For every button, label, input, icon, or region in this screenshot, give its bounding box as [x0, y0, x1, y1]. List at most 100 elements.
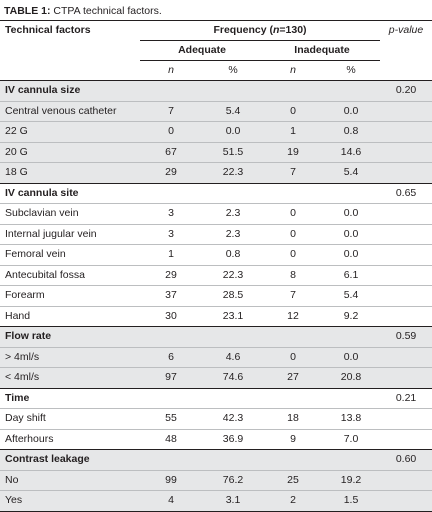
group-title: IV cannula size — [0, 80, 140, 102]
ctpa-technical-factors-table: Technical factors Frequency (n=130) p-va… — [0, 20, 432, 512]
inadequate-n-cell: 25 — [264, 470, 322, 491]
inadequate-n-cell: 19 — [264, 142, 322, 163]
caption-label: TABLE 1: — [4, 5, 51, 17]
adequate-n-cell: 97 — [140, 367, 202, 389]
adequate-pct-cell: 5.4 — [202, 101, 264, 122]
adequate-pct-cell: 4.6 — [202, 347, 264, 368]
table-caption: TABLE 1: CTPA technical factors. — [4, 4, 162, 18]
inadequate-pct-cell: 14.6 — [322, 142, 381, 163]
row-label: 18 G — [0, 162, 140, 184]
inadequate-n-cell: 8 — [264, 265, 322, 286]
group-header-row: IV cannula size 0.20 — [0, 80, 432, 102]
adequate-pct-cell: 36.9 — [202, 429, 264, 450]
inadequate-pct-cell: 0.0 — [322, 224, 381, 245]
adequate-n-cell: 48 — [140, 429, 202, 450]
row-label: Femoral vein — [0, 244, 140, 266]
adequate-n-cell: 6 — [140, 347, 202, 368]
table-row: Antecubital fossa 29 22.3 8 6.1 — [0, 265, 432, 286]
header-inadequate: Inadequate — [264, 40, 381, 61]
header-frequency: Frequency (n=130) — [140, 20, 381, 41]
adequate-pct-cell: 22.3 — [202, 265, 264, 286]
row-label: Internal jugular vein — [0, 224, 140, 245]
inadequate-pct-cell: 9.2 — [322, 306, 381, 327]
inadequate-pct-cell: 0.0 — [322, 101, 381, 122]
adequate-n-cell: 29 — [140, 162, 202, 184]
row-label: No — [0, 470, 140, 491]
inadequate-n-cell: 9 — [264, 429, 322, 450]
row-label: Subclavian vein — [0, 203, 140, 225]
header-adequate-pct: % — [202, 60, 264, 81]
table-row: Femoral vein 1 0.8 0 0.0 — [0, 244, 432, 266]
table-row: Subclavian vein 3 2.3 0 0.0 — [0, 203, 432, 225]
header-inadequate-n: n — [264, 60, 322, 81]
adequate-pct-cell: 42.3 — [202, 408, 264, 430]
group-header-row: Contrast leakage 0.60 — [0, 449, 432, 471]
table-row: Hand 30 23.1 12 9.2 — [0, 306, 432, 327]
group-pvalue: 0.65 — [380, 183, 432, 204]
inadequate-pct-cell: 5.4 — [322, 162, 381, 184]
table-row: < 4ml/s 97 74.6 27 20.8 — [0, 367, 432, 389]
adequate-pct-cell: 3.1 — [202, 490, 264, 512]
adequate-n-cell: 0 — [140, 121, 202, 143]
table-row: No 99 76.2 25 19.2 — [0, 470, 432, 491]
table-row: 18 G 29 22.3 7 5.4 — [0, 162, 432, 184]
inadequate-n-cell: 0 — [264, 347, 322, 368]
row-label: 20 G — [0, 142, 140, 163]
row-label: Central venous catheter — [0, 101, 140, 122]
group-pvalue: 0.21 — [380, 388, 432, 409]
header-row-3: n % n % — [0, 60, 432, 81]
table-row: Afterhours 48 36.9 9 7.0 — [0, 429, 432, 450]
inadequate-n-cell: 0 — [264, 203, 322, 225]
group-header-row: Time 0.21 — [0, 388, 432, 409]
inadequate-pct-cell: 1.5 — [322, 490, 381, 512]
table-row: Internal jugular vein 3 2.3 0 0.0 — [0, 224, 432, 245]
row-label: Forearm — [0, 285, 140, 307]
adequate-n-cell: 29 — [140, 265, 202, 286]
adequate-pct-cell: 0.0 — [202, 121, 264, 143]
inadequate-n-cell: 7 — [264, 285, 322, 307]
header-adequate-n: n — [140, 60, 202, 81]
inadequate-n-cell: 2 — [264, 490, 322, 512]
inadequate-pct-cell: 19.2 — [322, 470, 381, 491]
row-label: Day shift — [0, 408, 140, 430]
table-body: IV cannula size 0.20 Central venous cathet… — [0, 80, 432, 512]
inadequate-n-cell: 12 — [264, 306, 322, 327]
inadequate-pct-cell: 20.8 — [322, 367, 381, 389]
adequate-pct-cell: 23.1 — [202, 306, 264, 327]
adequate-pct-cell: 22.3 — [202, 162, 264, 184]
adequate-pct-cell: 2.3 — [202, 224, 264, 245]
group-header-row: IV cannula site 0.65 — [0, 183, 432, 204]
adequate-n-cell: 99 — [140, 470, 202, 491]
adequate-pct-cell: 28.5 — [202, 285, 264, 307]
header-adequate: Adequate — [140, 40, 264, 61]
row-label: Hand — [0, 306, 140, 327]
group-title: Contrast leakage — [0, 449, 140, 471]
table-row: 22 G 0 0.0 1 0.8 — [0, 121, 432, 143]
caption-text: CTPA technical factors. — [50, 5, 162, 17]
adequate-n-cell: 1 — [140, 244, 202, 266]
table-row: Day shift 55 42.3 18 13.8 — [0, 408, 432, 430]
group-pvalue: 0.59 — [380, 326, 432, 348]
inadequate-n-cell: 7 — [264, 162, 322, 184]
row-label: < 4ml/s — [0, 367, 140, 389]
inadequate-n-cell: 18 — [264, 408, 322, 430]
adequate-pct-cell: 51.5 — [202, 142, 264, 163]
adequate-n-cell: 7 — [140, 101, 202, 122]
inadequate-pct-cell: 13.8 — [322, 408, 381, 430]
table-row: 20 G 67 51.5 19 14.6 — [0, 142, 432, 163]
adequate-n-cell: 4 — [140, 490, 202, 512]
inadequate-pct-cell: 0.8 — [322, 121, 381, 143]
group-pvalue: 0.60 — [380, 449, 432, 471]
inadequate-n-cell: 0 — [264, 224, 322, 245]
group-title: Flow rate — [0, 326, 140, 348]
inadequate-n-cell: 0 — [264, 244, 322, 266]
group-pvalue: 0.20 — [380, 80, 432, 102]
header-row-2: Adequate Inadequate — [0, 40, 432, 61]
row-label: > 4ml/s — [0, 347, 140, 368]
group-title: IV cannula site — [0, 183, 140, 204]
row-label: Antecubital fossa — [0, 265, 140, 286]
adequate-pct-cell: 74.6 — [202, 367, 264, 389]
table-row: Forearm 37 28.5 7 5.4 — [0, 285, 432, 307]
adequate-n-cell: 3 — [140, 203, 202, 225]
inadequate-pct-cell: 0.0 — [322, 244, 381, 266]
